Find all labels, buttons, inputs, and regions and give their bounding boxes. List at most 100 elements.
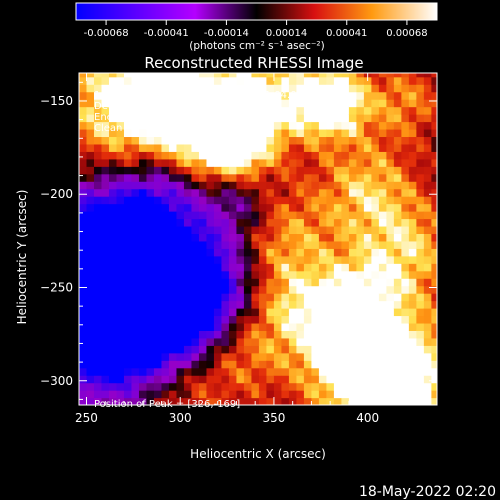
heatmap-cell <box>108 128 118 138</box>
heatmap-cell <box>131 285 140 294</box>
heatmap-cell <box>228 166 238 175</box>
heatmap-cell <box>393 240 402 249</box>
heatmap-cell <box>386 255 395 264</box>
heatmap-cell <box>213 293 223 302</box>
heatmap-cell <box>378 308 387 317</box>
heatmap-cell <box>258 203 268 212</box>
heatmap-cell <box>423 143 432 152</box>
heatmap-cell <box>131 106 140 115</box>
heatmap-cell <box>266 315 275 324</box>
heatmap-cell <box>101 255 110 264</box>
heatmap-cell <box>101 76 110 85</box>
heatmap-cell <box>79 73 88 78</box>
heatmap-cell <box>371 173 380 182</box>
heatmap-cell <box>161 166 170 175</box>
heatmap-cell <box>423 263 432 272</box>
heatmap-cell <box>191 278 200 287</box>
heatmap-cell <box>221 181 230 190</box>
heatmap-cell <box>183 390 193 399</box>
heatmap-cell <box>393 397 402 405</box>
heatmap-cell <box>371 240 380 249</box>
heatmap-cell <box>393 158 402 167</box>
heatmap-cell <box>378 240 387 249</box>
colorbar-unit-label: (photons cm⁻² s⁻¹ asec⁻²) <box>189 40 324 52</box>
heatmap-cell <box>386 181 395 190</box>
heatmap-cell <box>371 390 380 399</box>
heatmap-cell <box>123 278 133 287</box>
heatmap-cell <box>408 233 417 242</box>
heatmap-cell <box>266 360 275 369</box>
heatmap-cell <box>153 181 163 190</box>
heatmap-cell <box>221 375 230 384</box>
heatmap-cell <box>108 166 118 175</box>
heatmap-cell <box>423 367 432 376</box>
heatmap-cell <box>401 158 410 167</box>
heatmap-cell <box>213 73 223 78</box>
heatmap-cell <box>191 121 200 130</box>
heatmap-cell <box>258 84 268 93</box>
heatmap-cell <box>408 382 417 391</box>
heatmap-cell <box>258 240 268 249</box>
heatmap-cell <box>356 308 365 317</box>
heatmap-cell <box>176 151 185 160</box>
heatmap-cell <box>393 143 402 152</box>
heatmap-cell <box>123 73 133 78</box>
heatmap-cell <box>333 322 343 331</box>
heatmap-cell <box>183 308 193 317</box>
heatmap-cell <box>86 143 95 152</box>
heatmap-cell <box>288 360 298 369</box>
heatmap-cell <box>386 390 395 399</box>
heatmap-cell <box>281 188 290 197</box>
heatmap-cell <box>386 315 395 324</box>
heatmap-cell <box>123 300 133 309</box>
heatmap-cell <box>108 367 118 376</box>
heatmap-cell <box>183 360 193 369</box>
heatmap-cell <box>213 382 223 391</box>
heatmap-cell <box>161 76 170 85</box>
heatmap-cell <box>266 270 275 279</box>
heatmap-cell <box>116 240 125 249</box>
heatmap-cell <box>191 255 200 264</box>
heatmap-cell <box>273 375 283 384</box>
heatmap-cell <box>326 136 335 145</box>
heatmap-cell <box>296 233 305 242</box>
heatmap-cell <box>93 225 103 234</box>
heatmap-cell <box>228 225 238 234</box>
heatmap-cell <box>191 285 200 294</box>
heatmap-cell <box>303 390 313 399</box>
heatmap-cell <box>198 84 208 93</box>
heatmap-cell <box>146 99 155 108</box>
heatmap-cell <box>213 285 223 294</box>
heatmap-cell <box>423 128 432 138</box>
heatmap-cell <box>273 382 283 391</box>
heatmap-cell <box>191 218 200 227</box>
heatmap-cell <box>93 128 103 138</box>
heatmap-cell <box>303 337 313 346</box>
heatmap-cell <box>123 151 133 160</box>
heatmap-cell <box>423 173 432 182</box>
heatmap-cell <box>348 315 358 324</box>
heatmap-cell <box>228 255 238 264</box>
heatmap-cell <box>236 211 245 220</box>
heatmap-cell <box>431 300 437 309</box>
heatmap-cell <box>191 128 200 138</box>
heatmap-cell <box>79 367 88 376</box>
heatmap-cell <box>363 352 372 361</box>
heatmap-cell <box>393 99 402 108</box>
heatmap-cell <box>348 278 358 287</box>
heatmap-cell <box>266 225 275 234</box>
heatmap-cell <box>146 270 155 279</box>
heatmap-cell <box>318 360 328 369</box>
heatmap-cell <box>333 203 343 212</box>
heatmap-cell <box>168 143 178 152</box>
heatmap-cell <box>348 375 358 384</box>
heatmap-cell <box>138 352 148 361</box>
heatmap-cell <box>371 248 380 257</box>
heatmap-cell <box>191 397 200 405</box>
heatmap-cell <box>296 181 305 190</box>
heatmap-cell <box>251 285 260 294</box>
heatmap-cell <box>183 143 193 152</box>
heatmap-cell <box>408 158 417 167</box>
heatmap-cell <box>386 73 395 78</box>
heatmap-cell <box>93 337 103 346</box>
